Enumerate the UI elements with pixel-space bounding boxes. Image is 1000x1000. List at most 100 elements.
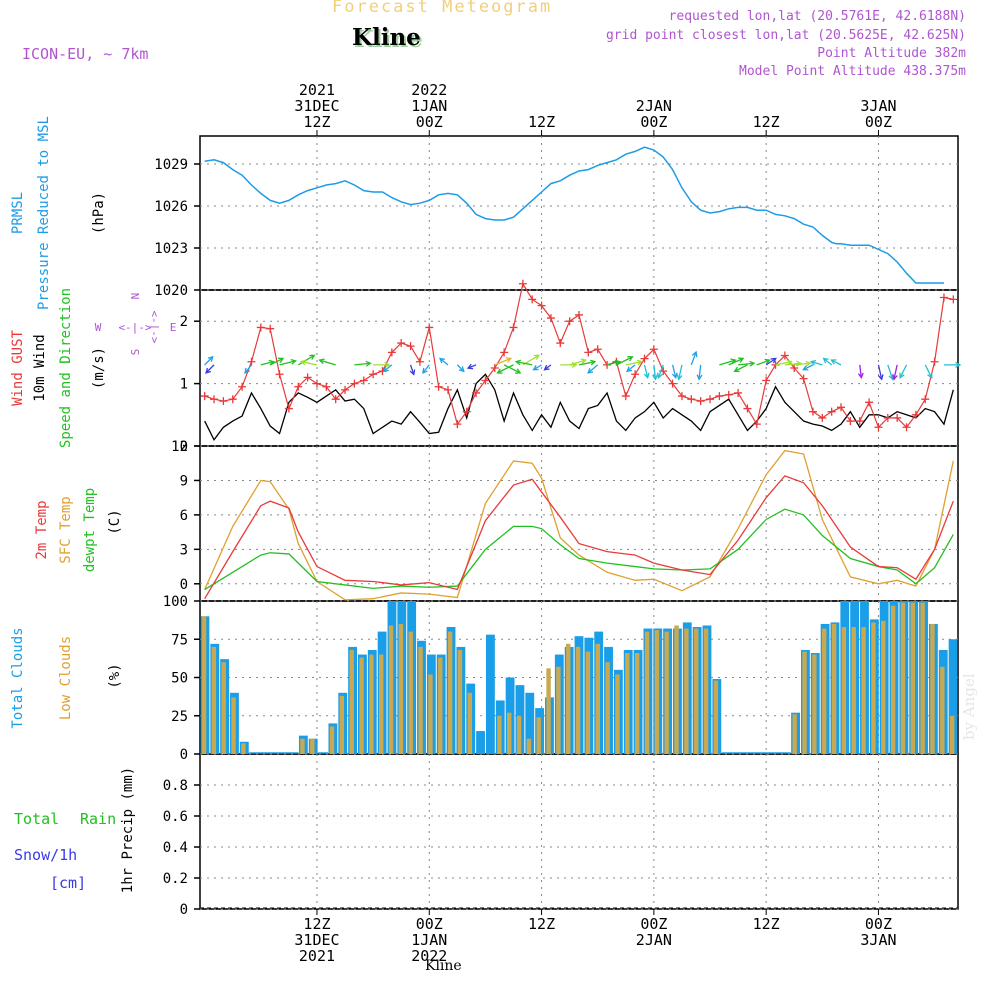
total-cloud-bar xyxy=(525,692,535,754)
wind-gust-marker xyxy=(724,390,733,399)
pressure-label-prmsl: PRMSL xyxy=(10,192,26,234)
wind-direction-arrowhead xyxy=(770,357,777,364)
wind-direction-arrowhead xyxy=(626,366,633,373)
wind-gust-marker xyxy=(677,392,686,401)
y-tick-label: 0.8 xyxy=(163,778,188,794)
wind-direction-arrowhead xyxy=(809,359,817,366)
y-tick-label: 0.4 xyxy=(163,840,188,856)
low-cloud-bar xyxy=(241,743,246,754)
low-cloud-bar xyxy=(713,680,719,754)
y-tick-label: 2 xyxy=(180,314,188,330)
y-tick-label: 1029 xyxy=(154,157,188,173)
compass-we-arrows: <-|-> xyxy=(118,321,151,334)
low-cloud-bar xyxy=(300,738,305,754)
wind-gust-marker xyxy=(303,373,312,382)
temp-sfc-label: SFC Temp xyxy=(58,496,74,563)
wind-gust-marker xyxy=(593,345,602,354)
y-tick-label: 0.2 xyxy=(163,871,188,887)
wind-gust-marker xyxy=(846,417,855,426)
wind-direction-arrowhead xyxy=(927,372,933,379)
low-cloud-bar xyxy=(447,631,453,754)
footer-location: Kline xyxy=(425,958,462,974)
wind-gust-marker xyxy=(762,376,771,385)
y-tick-label: 0 xyxy=(180,577,188,593)
y-tick-label: 0.6 xyxy=(163,809,188,825)
wind-direction-arrow xyxy=(887,364,894,380)
wind-gust-marker xyxy=(874,423,883,432)
wind-direction-arrowhead xyxy=(438,357,446,364)
low-cloud-bar xyxy=(792,714,797,754)
wind-gust-marker xyxy=(415,357,424,366)
wind-direction-label: Speed and Direction xyxy=(58,288,74,448)
wind-direction-arrow xyxy=(383,364,393,372)
bottom-time-axis-label: 00Z xyxy=(865,915,892,933)
y-tick-label: 9 xyxy=(180,473,188,489)
wind-direction-arrowhead xyxy=(802,365,809,371)
bottom-time-axis-label: 00Z xyxy=(416,915,443,933)
wind-direction-arrowhead xyxy=(382,366,389,373)
compass-south: S xyxy=(129,349,142,356)
wind-direction-arrowhead xyxy=(636,359,644,366)
low-cloud-bar xyxy=(526,738,532,754)
wind-direction-arrowhead xyxy=(207,355,214,362)
bottom-time-axis-label: 3JAN xyxy=(860,931,896,949)
wind-direction-arrow xyxy=(671,364,677,378)
wind-direction-arrow xyxy=(516,361,533,366)
wind-direction-arrow xyxy=(467,364,477,369)
wind-direction-arrow xyxy=(719,359,736,366)
wind-gust-marker xyxy=(294,382,303,391)
wind-direction-arrowhead xyxy=(532,365,539,371)
wind-direction-arrow xyxy=(734,364,748,372)
y-tick-label: 1026 xyxy=(154,199,188,215)
wind-gust-marker xyxy=(949,295,958,304)
wind-gust-marker xyxy=(369,370,378,379)
top-time-axis-label: 1JAN xyxy=(411,97,447,115)
low-cloud-bar xyxy=(900,602,906,754)
top-time-axis-label: 2022 xyxy=(411,81,447,99)
top-time-axis-label: 00Z xyxy=(865,113,892,131)
wind-direction-arrowhead xyxy=(891,374,898,381)
wind-direction-arrowhead xyxy=(299,359,306,366)
pressure-unit-label: (hPa) xyxy=(91,192,107,234)
2m-temp-line xyxy=(204,475,954,600)
wind-direction-arrowhead xyxy=(422,367,428,374)
wind-direction-arrow xyxy=(738,362,755,366)
compass-east: E xyxy=(170,321,177,334)
low-cloud-bar xyxy=(595,643,600,754)
wind-gust-marker xyxy=(827,407,836,416)
wind-direction-arrowhead xyxy=(691,350,698,358)
top-time-axis-label: 3JAN xyxy=(860,97,896,115)
wind-direction-arrowhead xyxy=(496,368,503,374)
wind-direction-arrow xyxy=(899,364,908,378)
total-cloud-label: Total Clouds xyxy=(10,627,26,728)
wind-gust-marker xyxy=(837,403,846,412)
top-time-axis-label: 2021 xyxy=(299,81,335,99)
wind-unit-label: (m/s) xyxy=(91,347,107,389)
wind-gust-marker xyxy=(939,293,948,302)
bottom-time-axis-label: 2022 xyxy=(411,947,447,965)
low-cloud-bar xyxy=(408,631,413,754)
wind-direction-arrowhead xyxy=(671,372,678,379)
meteogram-subtitle: Forecast Meteogram xyxy=(332,0,553,17)
wind-direction-arrowhead xyxy=(857,372,864,380)
wind-direction-arrowhead xyxy=(805,360,812,367)
low-cloud-bar xyxy=(438,657,443,754)
grid-coordinates: grid point closest lon,lat (20.5625E, 42… xyxy=(605,28,966,43)
y-tick-label: 3 xyxy=(180,542,188,558)
wind-direction-arrow xyxy=(409,364,415,375)
wind-direction-arrow xyxy=(794,362,811,366)
wind-gust-marker xyxy=(715,392,724,401)
low-cloud-bar xyxy=(881,620,886,754)
compass-north: N xyxy=(129,293,142,300)
low-cloud-bar xyxy=(694,628,699,754)
wind-direction-arrow xyxy=(319,359,336,366)
wind-direction-arrow xyxy=(533,364,542,371)
wind-gust-marker xyxy=(219,397,228,406)
wind-speed-line xyxy=(204,373,954,441)
top-time-axis-label: 31DEC xyxy=(294,97,339,115)
wind-direction-arrowhead xyxy=(514,359,522,366)
low-cloud-bar xyxy=(546,668,551,754)
wind-gust-marker xyxy=(865,398,874,407)
low-cloud-bar xyxy=(861,627,866,754)
